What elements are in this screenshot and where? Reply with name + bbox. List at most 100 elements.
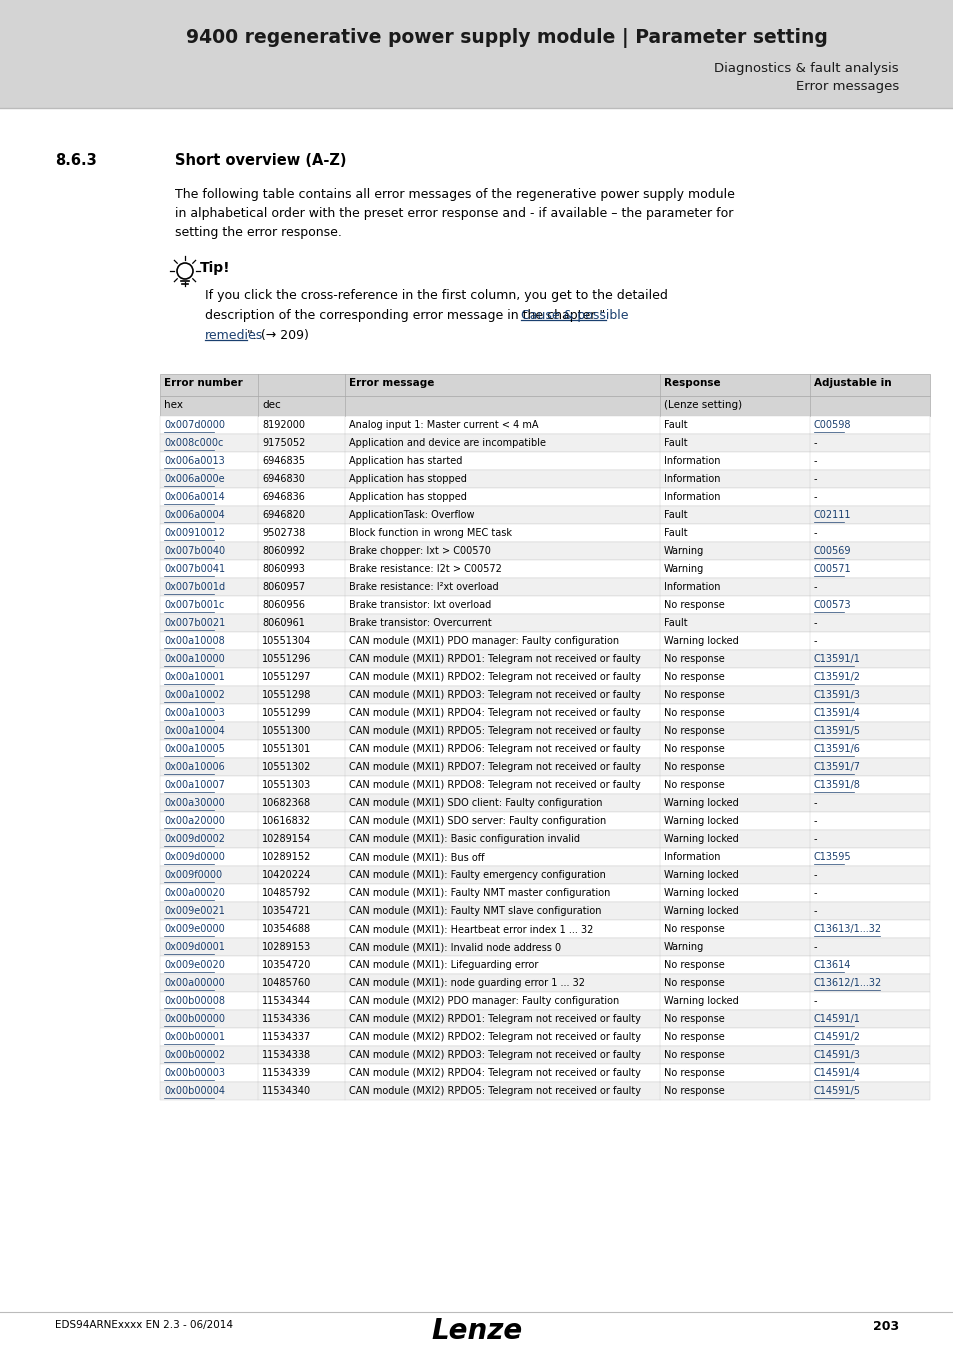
- Text: Application has stopped: Application has stopped: [349, 491, 466, 502]
- Text: CAN module (MXI2) RPDO2: Telegram not received or faulty: CAN module (MXI2) RPDO2: Telegram not re…: [349, 1031, 640, 1042]
- Text: CAN module (MXI1): Bus off: CAN module (MXI1): Bus off: [349, 852, 484, 863]
- Bar: [160, 452, 929, 470]
- Text: 8192000: 8192000: [262, 420, 305, 431]
- Text: CAN module (MXI1): Heartbeat error index 1 ... 32: CAN module (MXI1): Heartbeat error index…: [349, 923, 593, 934]
- Text: CAN module (MXI1): Basic configuration invalid: CAN module (MXI1): Basic configuration i…: [349, 834, 579, 844]
- Text: 10289153: 10289153: [262, 942, 311, 952]
- Text: 0x00a10006: 0x00a10006: [164, 761, 225, 772]
- Text: CAN module (MXI1) RPDO3: Telegram not received or faulty: CAN module (MXI1) RPDO3: Telegram not re…: [349, 690, 640, 701]
- Text: Brake chopper: Ixt > C00570: Brake chopper: Ixt > C00570: [349, 545, 491, 556]
- Bar: [160, 686, 929, 703]
- Text: CAN module (MXI1) RPDO2: Telegram not received or faulty: CAN module (MXI1) RPDO2: Telegram not re…: [349, 672, 640, 682]
- Bar: [160, 1046, 929, 1064]
- Text: No response: No response: [663, 744, 724, 755]
- Text: CAN module (MXI1): Faulty emergency configuration: CAN module (MXI1): Faulty emergency conf…: [349, 869, 605, 880]
- Bar: [160, 848, 929, 865]
- Bar: [160, 938, 929, 956]
- Text: 11534340: 11534340: [262, 1085, 311, 1096]
- Text: No response: No response: [663, 653, 724, 664]
- Text: 0x00b00003: 0x00b00003: [164, 1068, 225, 1079]
- Text: C13591/6: C13591/6: [813, 744, 860, 755]
- Bar: [160, 1027, 929, 1046]
- Text: 0x00a10003: 0x00a10003: [164, 707, 225, 718]
- Bar: [160, 830, 929, 848]
- Text: -: -: [813, 474, 817, 485]
- Text: 9502738: 9502738: [262, 528, 305, 539]
- Text: 11534337: 11534337: [262, 1031, 311, 1042]
- Text: 10354688: 10354688: [262, 923, 311, 934]
- Text: -: -: [813, 456, 817, 466]
- Text: 10289152: 10289152: [262, 852, 311, 863]
- Text: CAN module (MXI1): node guarding error 1 ... 32: CAN module (MXI1): node guarding error 1…: [349, 977, 584, 988]
- Text: If you click the cross-reference in the first column, you get to the detailed: If you click the cross-reference in the …: [205, 289, 667, 302]
- Text: in alphabetical order with the preset error response and - if available – the pa: in alphabetical order with the preset er…: [174, 207, 733, 220]
- Text: -: -: [813, 437, 817, 448]
- Text: -: -: [813, 636, 817, 647]
- Text: No response: No response: [663, 977, 724, 988]
- Text: 8060992: 8060992: [262, 545, 305, 556]
- Bar: [160, 776, 929, 794]
- Text: 0x007b0021: 0x007b0021: [164, 618, 225, 628]
- Text: CAN module (MXI1) PDO manager: Faulty configuration: CAN module (MXI1) PDO manager: Faulty co…: [349, 636, 618, 647]
- Text: 0x009d0002: 0x009d0002: [164, 834, 225, 844]
- Bar: [160, 757, 929, 776]
- Text: 0x009e0021: 0x009e0021: [164, 906, 225, 917]
- Text: Warning: Warning: [663, 545, 703, 556]
- Bar: [160, 433, 929, 452]
- Text: 0x007b0041: 0x007b0041: [164, 564, 225, 574]
- Text: 0x006a0004: 0x006a0004: [164, 510, 225, 520]
- Text: 10551302: 10551302: [262, 761, 311, 772]
- Text: C00569: C00569: [813, 545, 851, 556]
- Text: CAN module (MXI1) RPDO6: Telegram not received or faulty: CAN module (MXI1) RPDO6: Telegram not re…: [349, 744, 640, 755]
- Text: 0x00a10008: 0x00a10008: [164, 636, 225, 647]
- Text: Error message: Error message: [349, 378, 434, 387]
- Bar: [160, 794, 929, 811]
- Text: 6946836: 6946836: [262, 491, 305, 502]
- Text: 0x00a10007: 0x00a10007: [164, 780, 225, 790]
- Text: 0x00b00001: 0x00b00001: [164, 1031, 225, 1042]
- Text: 10485760: 10485760: [262, 977, 311, 988]
- Text: Fault: Fault: [663, 528, 687, 539]
- Text: remedies: remedies: [205, 329, 263, 342]
- Text: CAN module (MXI1): Lifeguarding error: CAN module (MXI1): Lifeguarding error: [349, 960, 537, 971]
- Bar: [160, 595, 929, 614]
- Bar: [160, 578, 929, 595]
- Text: -: -: [813, 815, 817, 826]
- Text: CAN module (MXI1) RPDO7: Telegram not received or faulty: CAN module (MXI1) RPDO7: Telegram not re…: [349, 761, 640, 772]
- Text: 6946835: 6946835: [262, 456, 305, 466]
- Text: 0x007d0000: 0x007d0000: [164, 420, 225, 431]
- Bar: [160, 956, 929, 973]
- Text: Warning locked: Warning locked: [663, 834, 738, 844]
- Text: -: -: [813, 618, 817, 628]
- Text: No response: No response: [663, 1068, 724, 1079]
- Text: 0x008c000c: 0x008c000c: [164, 437, 223, 448]
- Text: 8060993: 8060993: [262, 564, 305, 574]
- Text: 0x009d0001: 0x009d0001: [164, 942, 225, 952]
- Text: Tip!: Tip!: [200, 261, 231, 275]
- Text: C13591/5: C13591/5: [813, 726, 861, 736]
- Text: 10551296: 10551296: [262, 653, 311, 664]
- Bar: [160, 668, 929, 686]
- Text: Warning locked: Warning locked: [663, 996, 738, 1006]
- Text: Cause & possible: Cause & possible: [520, 309, 628, 323]
- Text: No response: No response: [663, 1050, 724, 1060]
- Bar: [160, 614, 929, 632]
- Text: CAN module (MXI1): Faulty NMT slave configuration: CAN module (MXI1): Faulty NMT slave conf…: [349, 906, 601, 917]
- Text: 9400 regenerative power supply module | Parameter setting: 9400 regenerative power supply module | …: [186, 28, 827, 49]
- Text: CAN module (MXI1) SDO client: Faulty configuration: CAN module (MXI1) SDO client: Faulty con…: [349, 798, 602, 809]
- Text: 0x00a10001: 0x00a10001: [164, 672, 225, 682]
- Text: Warning locked: Warning locked: [663, 798, 738, 809]
- Text: Application and device are incompatible: Application and device are incompatible: [349, 437, 545, 448]
- Text: Error messages: Error messages: [795, 80, 898, 93]
- Text: CAN module (MXI2) RPDO4: Telegram not received or faulty: CAN module (MXI2) RPDO4: Telegram not re…: [349, 1068, 640, 1079]
- Text: 0x00a10005: 0x00a10005: [164, 744, 225, 755]
- Text: 0x00a10002: 0x00a10002: [164, 690, 225, 701]
- Bar: [160, 1010, 929, 1027]
- Text: Application has stopped: Application has stopped: [349, 474, 466, 485]
- Text: 0x00b00008: 0x00b00008: [164, 996, 225, 1006]
- Text: 0x00a30000: 0x00a30000: [164, 798, 225, 809]
- Text: EDS94ARNExxxx EN 2.3 - 06/2014: EDS94ARNExxxx EN 2.3 - 06/2014: [55, 1320, 233, 1330]
- Text: 11534339: 11534339: [262, 1068, 311, 1079]
- Text: 10485792: 10485792: [262, 888, 311, 898]
- Bar: [160, 1081, 929, 1100]
